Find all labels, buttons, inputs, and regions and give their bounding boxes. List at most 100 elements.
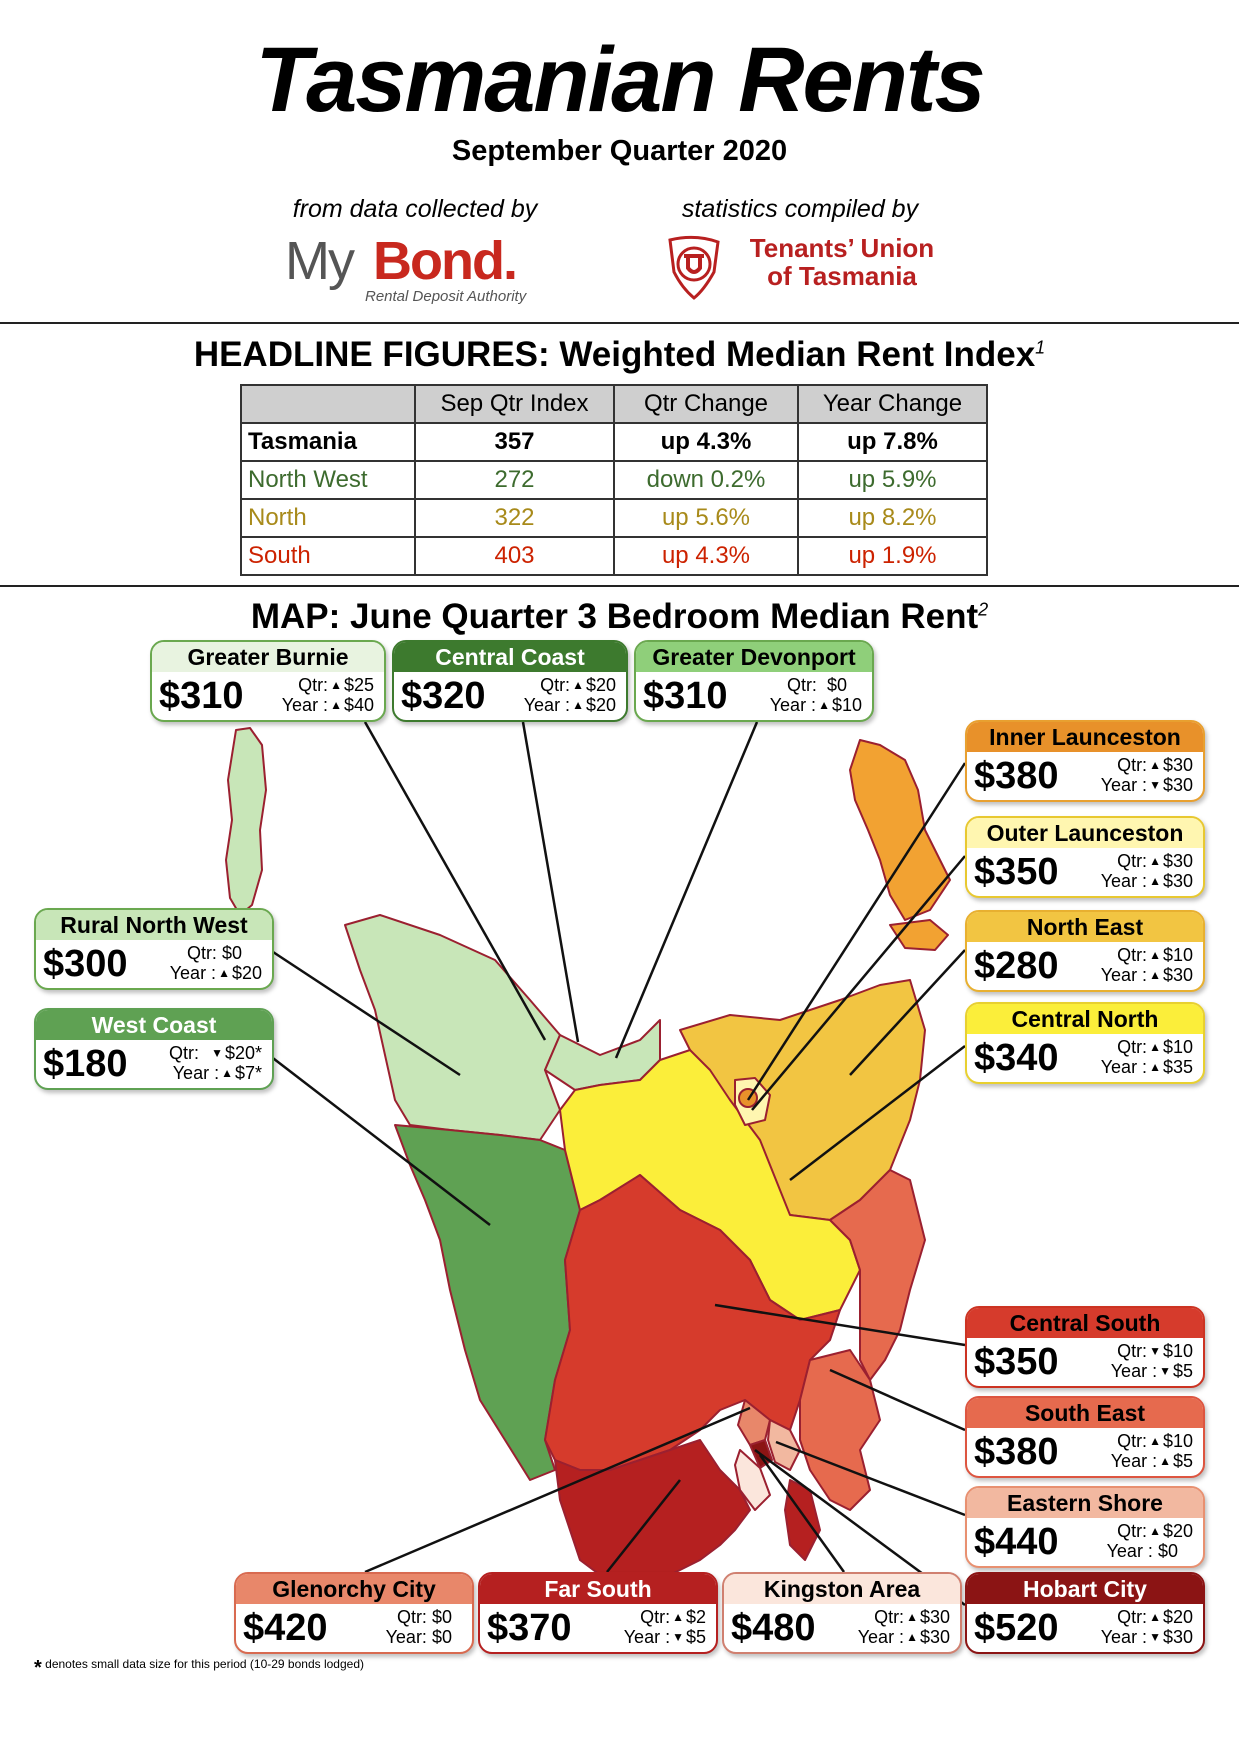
king-island — [225, 727, 267, 916]
year-change: $5 — [685, 1627, 706, 1647]
region-box-central-south: Central South $350 Qtr: $10 Year : $5 — [965, 1306, 1205, 1388]
year-change: $30 — [1162, 965, 1193, 985]
table-row-tasmania: Tasmania 357 up 4.3% up 7.8% — [240, 422, 988, 462]
col-header-year: Year Change — [797, 384, 988, 424]
year-change: $7* — [234, 1063, 262, 1083]
year-label: Year: — [385, 1627, 427, 1647]
col-header-index: Sep Qtr Index — [414, 384, 615, 424]
qtr-label: Qtr: — [169, 1043, 200, 1063]
year-label: Year : — [1100, 1057, 1148, 1077]
row-year-change: up 8.2% — [797, 498, 988, 538]
qtr-change: $10 — [1162, 1431, 1193, 1451]
up-arrow-icon — [570, 675, 586, 695]
footnote: * denotes small data size for this perio… — [34, 1657, 364, 1680]
headline-table: Sep Qtr Index Qtr Change Year Change Tas… — [240, 384, 988, 576]
qtr-change: $30 — [1162, 755, 1193, 775]
year-label: Year : — [1106, 1541, 1153, 1561]
year-change: $30 — [1162, 871, 1193, 891]
region-name: Inner Launceston — [967, 722, 1203, 752]
row-qtr-change: up 4.3% — [613, 422, 799, 462]
qtr-label: Qtr: — [1117, 1607, 1148, 1627]
region-name: Outer Launceston — [967, 818, 1203, 848]
region-kingston-area — [734, 1449, 771, 1511]
up-arrow-icon — [1147, 871, 1163, 891]
region-price: $310 — [159, 675, 244, 717]
year-change: $0 — [431, 1627, 452, 1647]
mybond-logo: My Bond. Rental Deposit Authority — [285, 230, 545, 310]
footnote-text: denotes small data size for this period … — [45, 1657, 364, 1671]
up-arrow-icon — [904, 1627, 920, 1647]
down-arrow-icon — [1147, 1627, 1163, 1647]
year-label: Year : — [172, 1063, 220, 1083]
year-label: Year : — [281, 695, 329, 715]
year-label: Year : — [1100, 871, 1148, 891]
row-name: North — [240, 498, 416, 538]
qtr-label: Qtr: — [874, 1607, 905, 1627]
region-price: $310 — [643, 675, 728, 717]
region-west-coast — [394, 1124, 581, 1481]
region-price: $370 — [487, 1607, 572, 1649]
table-row-north-west: North West 272 down 0.2% up 5.9% — [240, 460, 988, 500]
region-price: $480 — [731, 1607, 816, 1649]
region-price: $180 — [43, 1043, 128, 1085]
region-box-hobart-city: Hobart City $520 Qtr: $20 Year : $30 — [965, 1572, 1205, 1654]
region-box-greater-devonport: Greater Devonport $310 Qtr: $0 Year : $10 — [634, 640, 874, 722]
up-arrow-icon — [328, 675, 344, 695]
year-change: $30 — [1162, 1627, 1193, 1647]
qtr-label: Qtr: — [298, 675, 329, 695]
region-price: $440 — [974, 1521, 1059, 1563]
qtr-change: $2 — [685, 1607, 706, 1627]
up-arrow-icon — [328, 695, 344, 715]
year-label: Year : — [857, 1627, 905, 1647]
region-box-eastern-shore: Eastern Shore $440 Qtr: $20 Year : $0 — [965, 1486, 1205, 1568]
region-box-west-coast: West Coast $180 Qtr: $20* Year : $7* — [34, 1008, 274, 1090]
row-index: 403 — [414, 536, 615, 576]
page-subtitle: September Quarter 2020 — [451, 135, 788, 167]
region-box-south-east: South East $380 Qtr: $10 Year : $5 — [965, 1396, 1205, 1478]
up-arrow-icon — [570, 695, 586, 715]
year-label: Year : — [1110, 1361, 1158, 1381]
region-box-kingston-area: Kingston Area $480 Qtr: $30 Year : $30 — [722, 1572, 962, 1654]
up-arrow-icon — [216, 963, 232, 983]
region-price: $340 — [974, 1037, 1059, 1079]
region-price: $380 — [974, 755, 1059, 797]
region-box-north-east: North East $280 Qtr: $10 Year : $30 — [965, 910, 1205, 992]
year-change: $30 — [1162, 775, 1193, 795]
region-central-south — [544, 1174, 841, 1471]
region-price: $520 — [974, 1607, 1059, 1649]
row-index: 357 — [414, 422, 615, 462]
mybond-logo-tagline: Rental Deposit Authority — [365, 288, 527, 305]
footnote-mark: * — [34, 1657, 42, 1679]
qtr-change: $10 — [1162, 945, 1193, 965]
qtr-label: Qtr: — [1117, 1431, 1148, 1451]
region-rural-north-west — [344, 914, 561, 1141]
region-price: $350 — [974, 851, 1059, 893]
region-price: $280 — [974, 945, 1059, 987]
region-price: $420 — [243, 1607, 328, 1649]
flinders-island — [849, 739, 951, 921]
up-arrow-icon — [1147, 851, 1163, 871]
col-header-qtr: Qtr Change — [613, 384, 799, 424]
row-name: Tasmania — [240, 422, 416, 462]
bruny-island — [784, 1479, 821, 1561]
region-south-east — [799, 1349, 881, 1511]
table-row-north: North 322 up 5.6% up 8.2% — [240, 498, 988, 538]
up-arrow-icon — [1157, 1451, 1173, 1471]
region-box-outer-launceston: Outer Launceston $350 Qtr: $30 Year : $30 — [965, 816, 1205, 898]
qtr-change: $20 — [1162, 1521, 1193, 1541]
row-qtr-change: up 4.3% — [613, 536, 799, 576]
region-name: West Coast — [36, 1010, 272, 1040]
region-name: Far South — [480, 1574, 716, 1604]
year-label: Year : — [1100, 775, 1148, 795]
qtr-change: $10 — [1162, 1037, 1193, 1057]
year-label: Year : — [1110, 1451, 1158, 1471]
qtr-label: Qtr: — [1117, 755, 1148, 775]
up-arrow-icon — [1147, 1037, 1163, 1057]
region-east-coast — [829, 1169, 926, 1381]
mybond-logo-my: My — [285, 231, 355, 291]
tenants-union-line1: Tenants’ Union — [749, 233, 935, 263]
section-divider — [0, 322, 1239, 324]
region-name: South East — [967, 1398, 1203, 1428]
region-box-glenorchy-city: Glenorchy City $420 Qtr: $0 Year: $0 — [234, 1572, 474, 1654]
row-qtr-change: up 5.6% — [613, 498, 799, 538]
